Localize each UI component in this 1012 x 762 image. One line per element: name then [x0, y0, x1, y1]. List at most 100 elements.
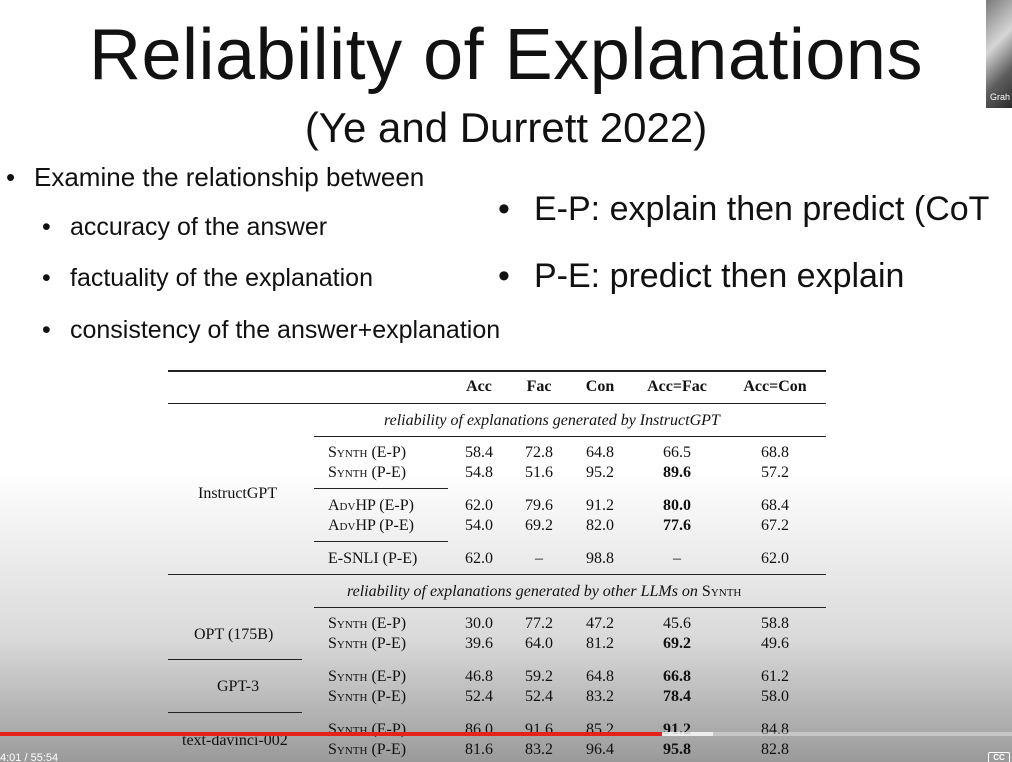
- row-setting: AdvHP (E-P): [328, 497, 414, 514]
- row-setting: AdvHP (P-E): [328, 517, 414, 534]
- table-cell: 59.2: [525, 668, 553, 685]
- sub-bullet-text: consistency of the answer+explanation: [70, 316, 501, 344]
- row-setting: Synth (E-P): [328, 668, 407, 685]
- table-cell: 52.4: [525, 688, 553, 705]
- model-name: OPT (175B): [194, 626, 274, 643]
- table-cell: 51.6: [525, 464, 553, 481]
- results-table: Acc Fac Con Acc=Fac Acc=Con reliability …: [168, 358, 826, 762]
- table-cell: 49.6: [761, 635, 789, 652]
- table-cell: 66.8: [663, 668, 691, 685]
- row-setting: Synth (E-P): [328, 444, 407, 461]
- table-cell: 61.2: [761, 668, 789, 685]
- right-bullet: • P-E: predict then explain: [498, 257, 904, 296]
- slide-subtitle: (Ye and Durrett 2022): [304, 104, 708, 151]
- table-cell: 91.2: [663, 721, 691, 738]
- table-cell: 80.0: [663, 497, 691, 514]
- column-header: Fac: [526, 378, 552, 395]
- table-cell: 57.2: [761, 464, 789, 481]
- column-header: Con: [585, 378, 615, 395]
- video-progress-bar[interactable]: [0, 732, 1012, 736]
- table-cell: 86.0: [465, 721, 493, 738]
- table-cell: 58.0: [761, 688, 789, 705]
- row-setting: E-SNLI (P-E): [328, 550, 418, 567]
- table-cell: 62.0: [465, 497, 493, 514]
- table-cell: 89.6: [663, 464, 691, 481]
- sub-bullet: • factuality of the explanation: [42, 264, 373, 293]
- table-cell: 77.6: [663, 517, 691, 534]
- table-cell: 78.4: [663, 688, 691, 705]
- progress-buffered: [661, 732, 714, 736]
- table-cell: 79.6: [525, 497, 553, 514]
- slide-title: Reliability of Explanations: [89, 15, 923, 95]
- table-cell: 39.6: [465, 635, 493, 652]
- table-cell: 82.0: [586, 517, 614, 534]
- group-rule: [314, 488, 448, 489]
- section-caption: reliability of explanations generated by…: [384, 412, 720, 429]
- table-cell: 66.5: [663, 444, 691, 461]
- table-cell: 81.6: [465, 741, 493, 758]
- bullet-dot-icon: •: [42, 213, 51, 241]
- sub-bullet-text: factuality of the explanation: [70, 264, 373, 292]
- table-cell: 84.8: [761, 721, 789, 738]
- table-top-rule: [168, 370, 826, 372]
- table-cell: 58.8: [761, 615, 789, 632]
- bullet-main-text: Examine the relationship between: [34, 162, 425, 192]
- table-cell: 69.2: [663, 635, 691, 652]
- table-cell: 91.2: [586, 497, 614, 514]
- column-header: Acc=Fac: [647, 378, 707, 395]
- section-caption: reliability of explanations generated by…: [347, 583, 741, 601]
- table-cell: 64.8: [586, 444, 614, 461]
- model-name: InstructGPT: [198, 485, 278, 502]
- table-cell: 85.2: [586, 721, 614, 738]
- table-cell: 98.8: [586, 550, 614, 567]
- presenter-webcam: Grah: [986, 0, 1012, 108]
- column-header: Acc: [466, 378, 492, 395]
- model-name: text-davinci-002: [182, 732, 288, 749]
- right-bullet-text: E-P: explain then predict (CoT: [534, 190, 990, 228]
- sub-bullet-text: accuracy of the answer: [70, 213, 328, 241]
- table-cell: 72.8: [525, 444, 553, 461]
- header-rule: [168, 403, 826, 404]
- row-setting: Synth (P-E): [328, 464, 407, 481]
- table-cell: 46.8: [465, 668, 493, 685]
- table-cell: 30.0: [465, 615, 493, 632]
- table-cell: –: [535, 550, 543, 567]
- model-rule: [168, 574, 826, 575]
- table-cell: 64.0: [525, 635, 553, 652]
- row-setting: Synth (P-E): [328, 635, 407, 652]
- closed-captions-button[interactable]: CC: [988, 752, 1010, 762]
- table-cell: 95.8: [663, 741, 691, 758]
- section-caption-text: reliability of explanations generated by…: [347, 583, 702, 600]
- bullet-dot-icon: •: [498, 190, 510, 228]
- row-setting: Synth (E-P): [328, 615, 407, 632]
- model-rule: [168, 712, 302, 713]
- bullet-dot-icon: •: [498, 257, 510, 295]
- bullet-main: • Examine the relationship between: [6, 162, 424, 193]
- table-cell: 68.8: [761, 444, 789, 461]
- table-cell: 62.0: [465, 550, 493, 567]
- right-bullet-text: P-E: predict then explain: [534, 257, 905, 295]
- table-cell: 64.8: [586, 668, 614, 685]
- model-rule: [168, 659, 302, 660]
- sub-bullet: • consistency of the answer+explanation: [42, 316, 500, 345]
- bullet-dot-icon: •: [42, 316, 51, 344]
- section-rule: [314, 607, 826, 608]
- table-cell: 58.4: [465, 444, 493, 461]
- group-rule: [314, 541, 448, 542]
- table-cell: 83.2: [586, 688, 614, 705]
- section-rule: [314, 436, 826, 437]
- video-timecode: 4:01 / 55:54: [0, 752, 59, 762]
- table-cell: –: [673, 550, 681, 567]
- row-setting: Synth (E-P): [328, 721, 407, 738]
- row-setting: Synth (P-E): [328, 741, 407, 758]
- table-cell: 62.0: [761, 550, 789, 567]
- table-cell: 54.8: [465, 464, 493, 481]
- webcam-label: Grah: [990, 92, 1011, 102]
- section-caption-dataset: Synth: [701, 583, 742, 600]
- column-header: Acc=Con: [743, 378, 807, 395]
- table-cell: 83.2: [525, 741, 553, 758]
- table-cell: 67.2: [761, 517, 789, 534]
- progress-played: [0, 732, 662, 736]
- table-cell: 95.2: [586, 464, 614, 481]
- bullet-dot-icon: •: [6, 162, 16, 192]
